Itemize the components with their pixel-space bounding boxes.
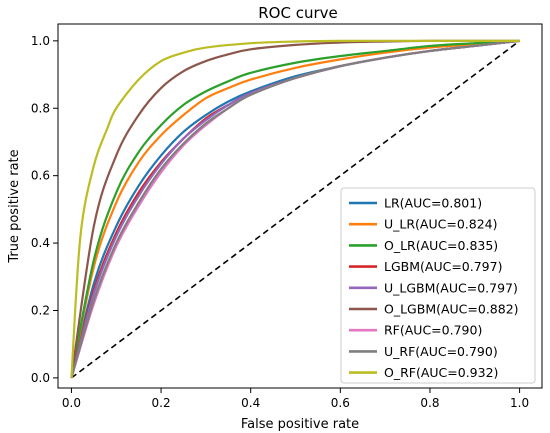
legend-label: U_RF(AUC=0.790)	[384, 344, 498, 359]
plot-frame	[57, 23, 543, 389]
x-tick-label: 0.0	[62, 396, 81, 410]
legend-label: U_LGBM(AUC=0.797)	[384, 280, 518, 295]
x-tick-label: 0.8	[420, 396, 439, 410]
x-tick-label: 0.2	[152, 396, 171, 410]
x-tick-label: 1.0	[510, 396, 529, 410]
x-tick-label: 0.4	[241, 396, 260, 410]
legend: LR(AUC=0.801) U_LR(AUC=0.824) O_LR(AUC=0.8…	[340, 187, 536, 384]
chart-title: ROC curve	[258, 4, 338, 22]
roc-series-group	[70, 39, 520, 379]
y-tick-label: 0.8	[31, 101, 50, 115]
roc-series-line-1	[70, 39, 520, 379]
roc-series-line-2	[70, 39, 520, 379]
roc-series-line-7	[70, 39, 520, 379]
y-tick-label: 0.6	[31, 169, 50, 183]
legend-label: RF(AUC=0.790)	[384, 323, 482, 338]
legend-label: LGBM(AUC=0.797)	[384, 259, 502, 274]
legend-label: O_LGBM(AUC=0.882)	[384, 302, 519, 317]
x-tick-label: 0.6	[331, 396, 350, 410]
x-axis-label: False positive rate	[241, 417, 359, 432]
legend-label: U_LR(AUC=0.824)	[384, 217, 498, 232]
y-axis-label: True positive rate	[7, 149, 22, 263]
y-axis-ticks: 0.0 0.2 0.4 0.6 0.8 1.0	[31, 34, 58, 385]
legend-label: O_RF(AUC=0.932)	[384, 365, 498, 380]
y-tick-label: 0.4	[31, 236, 50, 250]
y-tick-label: 0.2	[31, 303, 50, 317]
y-tick-label: 0.0	[31, 371, 50, 385]
legend-label: LR(AUC=0.801)	[384, 196, 482, 211]
roc-series-line-8	[70, 39, 520, 378]
reference-diagonal-line	[70, 40, 521, 379]
legend-box	[340, 187, 536, 384]
legend-label: O_LR(AUC=0.835)	[384, 238, 498, 253]
y-tick-label: 1.0	[31, 34, 50, 48]
legend-items: LR(AUC=0.801) U_LR(AUC=0.824) O_LR(AUC=0.8…	[349, 196, 519, 380]
x-axis-ticks: 0.0 0.2 0.4 0.6 0.8 1.0	[62, 388, 529, 410]
